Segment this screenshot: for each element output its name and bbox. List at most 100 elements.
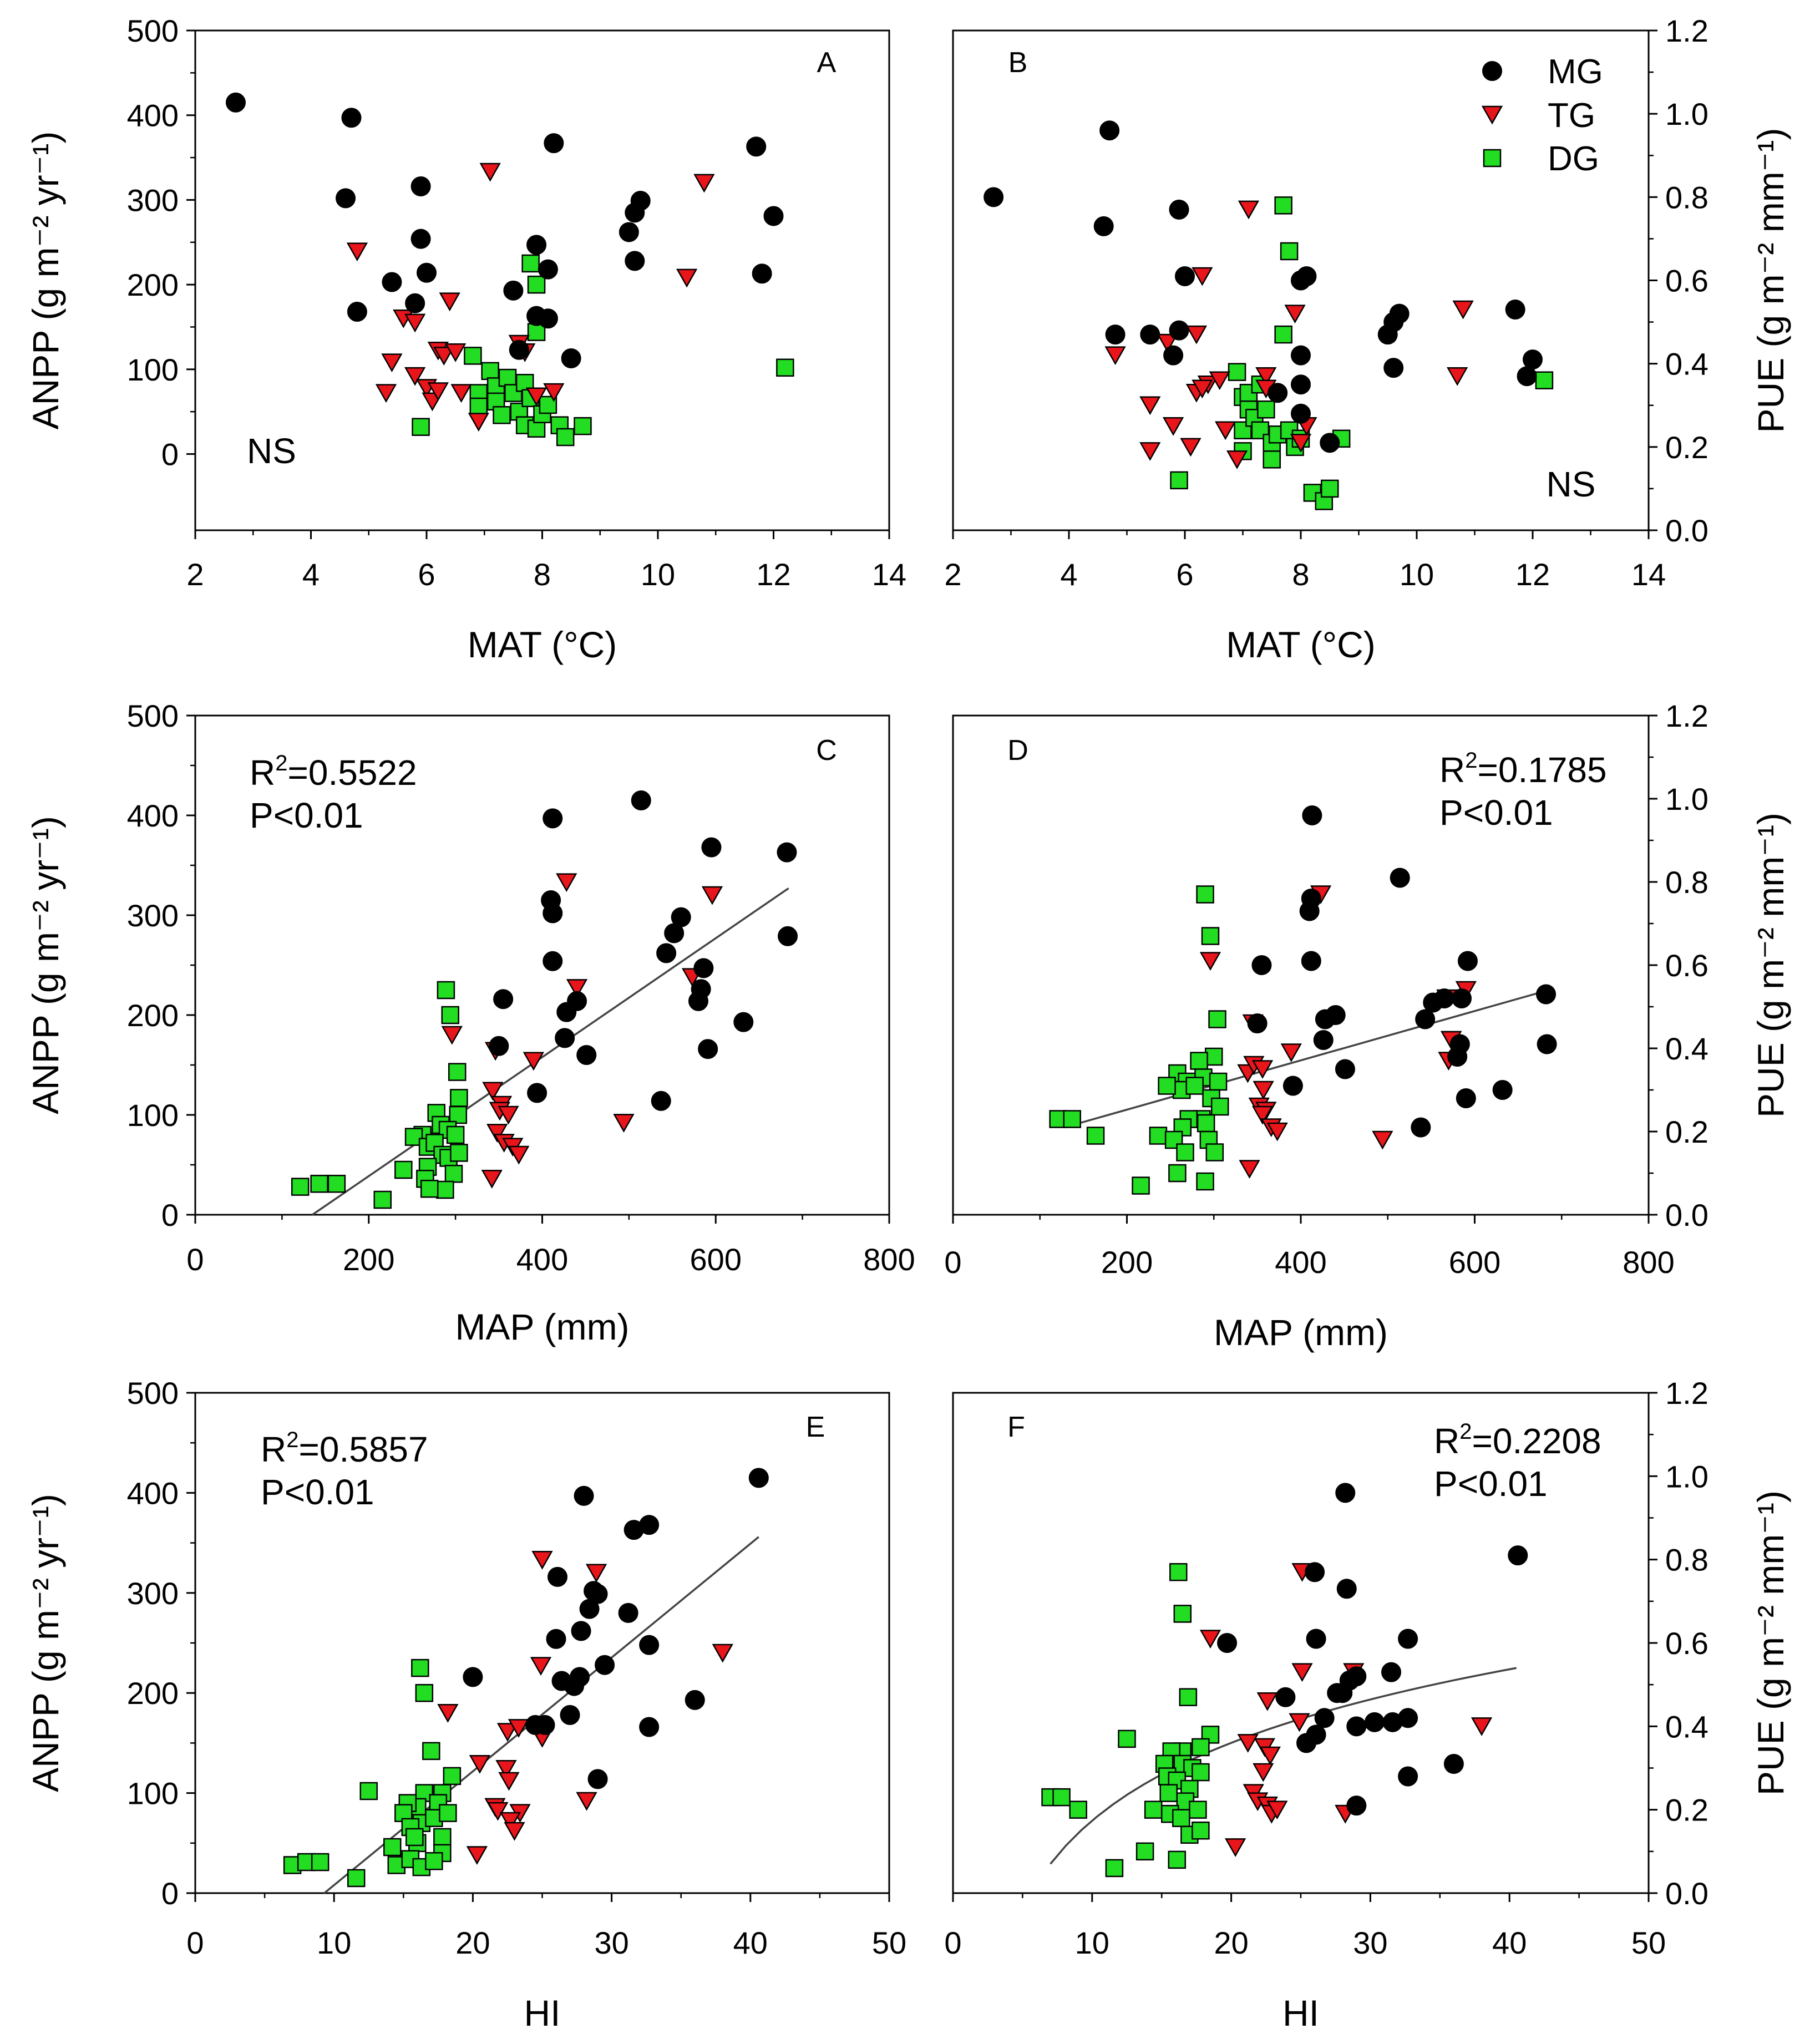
data-point-mg: [1398, 1766, 1418, 1787]
panel-d: 0 200 400 600 800 0.0 0.2 0.4 0.6 0.8 1.0 1.2 MAP (m…: [944, 698, 1791, 1353]
y-tick-label: 1.0: [1665, 97, 1709, 131]
y-tick-label: 0.0: [1665, 513, 1709, 548]
y-tick-label: 400: [127, 1475, 179, 1510]
data-point-dg: [1135, 1842, 1154, 1861]
data-point-tg: [556, 873, 577, 892]
data-point-mg: [1291, 345, 1311, 366]
p-value-label: P<0.01: [1434, 1464, 1548, 1504]
data-point-tg: [1251, 1105, 1274, 1125]
x-tick-label: 0: [186, 1242, 204, 1277]
data-point-tg: [1284, 305, 1306, 324]
data-point-mg: [748, 1468, 769, 1488]
data-point-tg: [427, 382, 449, 402]
x-tick-label: 0: [944, 1925, 961, 1960]
x-tick-label: 50: [872, 1925, 906, 1960]
legend: MG TG DG: [1481, 53, 1603, 178]
data-point-dg: [1192, 1763, 1210, 1782]
y-tick-label: 500: [127, 1376, 179, 1411]
x-tick-label: 20: [1214, 1925, 1248, 1960]
data-point-dg: [420, 1179, 439, 1198]
y-tick-label: 100: [127, 1098, 179, 1133]
data-point-mg: [733, 1012, 754, 1032]
data-point-mg: [1505, 300, 1525, 320]
legend-label-dg: DG: [1548, 140, 1599, 178]
data-point-mg: [410, 229, 431, 249]
data-point-mg: [698, 1039, 718, 1059]
data-point-mg: [527, 1083, 547, 1103]
data-point-tg: [543, 383, 565, 402]
data-point-mg: [1175, 266, 1195, 286]
data-point-mg: [1537, 1034, 1557, 1054]
data-point-dg: [347, 1869, 366, 1888]
data-point-mg: [1291, 374, 1311, 395]
data-point-mg: [547, 1566, 568, 1587]
data-point-mg: [1346, 1666, 1367, 1687]
data-point-mg: [503, 280, 524, 301]
y-tick-label: 1.2: [1665, 698, 1709, 733]
data-point-tg: [1471, 1717, 1493, 1736]
x-tick-label: 800: [863, 1242, 915, 1277]
y-axis-label: PUE (g m⁻² mm⁻¹): [1750, 1490, 1791, 1795]
data-point-dg: [1209, 1072, 1228, 1091]
data-point-mg: [570, 1667, 590, 1687]
data-point-tg: [531, 1551, 553, 1570]
x-tick-label: 6: [418, 557, 435, 592]
x-tick-label: 200: [343, 1242, 394, 1277]
data-point-dg: [1105, 1859, 1124, 1878]
data-point-mg: [1346, 1795, 1367, 1816]
x-tick-label: 4: [1060, 557, 1077, 592]
data-point-tg: [1255, 367, 1277, 386]
data-point-tg: [1162, 417, 1184, 436]
x-tick-label: 2: [944, 557, 961, 592]
y-tick-label: 0.4: [1665, 1709, 1709, 1744]
data-point-dg: [291, 1178, 310, 1196]
data-point-mg: [1381, 1662, 1402, 1682]
data-point-dg: [1280, 242, 1299, 261]
data-point-mg: [410, 176, 431, 196]
data-point-dg: [433, 1828, 452, 1847]
y-tick-label: 0.8: [1665, 180, 1709, 215]
data-point-tg: [566, 979, 588, 998]
x-tick-label: 20: [455, 1925, 490, 1960]
y-tick-label: 200: [127, 998, 179, 1033]
data-point-mg: [341, 108, 362, 128]
data-point-mg: [1305, 1562, 1325, 1582]
data-point-dg: [469, 397, 488, 416]
data-point-dg: [1234, 421, 1252, 440]
data-point-tg: [1239, 1160, 1260, 1179]
data-point-dg: [327, 1174, 346, 1193]
data-point-tg: [496, 1723, 519, 1742]
x-tick-label: 400: [516, 1242, 568, 1277]
data-point-tg: [1226, 450, 1248, 469]
data-point-mg: [1517, 366, 1537, 387]
regression-line: [323, 1536, 759, 1894]
data-point-mg: [493, 989, 514, 1010]
data-point-tg: [381, 353, 403, 373]
data-point-tg: [712, 1644, 733, 1663]
data-point-tg: [1192, 267, 1213, 286]
y-tick-label: 0.0: [1665, 1876, 1709, 1911]
data-point-dg: [1321, 479, 1339, 498]
regression-line: [312, 887, 789, 1216]
data-point-mg: [1451, 988, 1472, 1008]
y-tick-label: 300: [127, 182, 179, 217]
data-point-mg: [555, 1028, 575, 1048]
data-point-dg: [1158, 1077, 1176, 1095]
data-point-tg: [1180, 438, 1201, 457]
data-point-dg: [1208, 1010, 1226, 1028]
data-point-mg: [567, 991, 587, 1011]
data-point-dg: [437, 981, 455, 1000]
y-tick-label: 0.4: [1665, 347, 1709, 382]
data-point-tg: [487, 1802, 509, 1821]
data-point-dg: [383, 1838, 402, 1857]
data-point-tg: [1290, 434, 1312, 453]
data-point-tg: [1266, 1800, 1288, 1820]
data-point-tg: [404, 367, 426, 386]
r-squared-label: R2=0.5522: [250, 751, 417, 793]
data-point-tg: [404, 313, 426, 333]
data-point-dg: [1170, 471, 1188, 490]
data-point-mg: [574, 1485, 594, 1506]
data-point-mg: [1325, 1005, 1346, 1025]
data-point-dg: [449, 1105, 468, 1124]
data-point-tg: [1280, 1043, 1302, 1063]
